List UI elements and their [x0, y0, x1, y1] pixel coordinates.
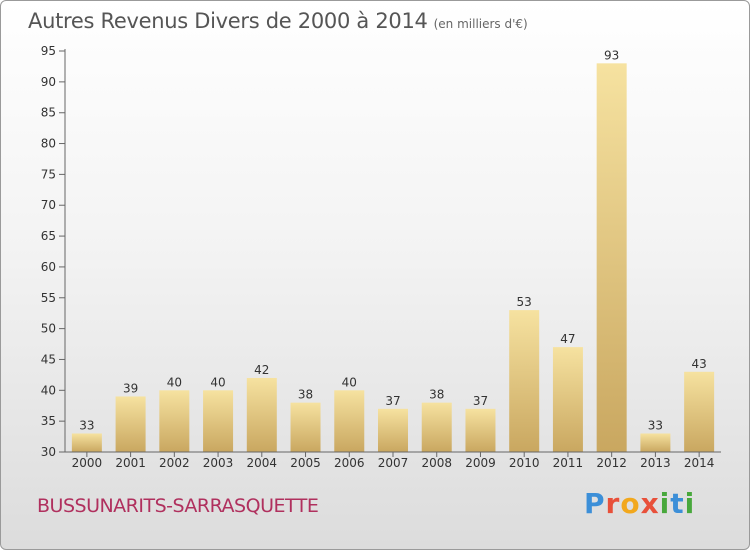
y-tick-label: 70 [41, 198, 56, 212]
data-label: 33 [648, 418, 663, 432]
bar-2000 [71, 433, 102, 452]
x-tick-label: 2011 [553, 456, 584, 470]
chart-title: Autres Revenus Divers de 2000 à 2014 (en … [28, 9, 528, 33]
proxiti-logo: Proxiti [584, 487, 695, 520]
logo-letter: i [659, 487, 671, 520]
data-label: 53 [517, 295, 532, 309]
data-label: 43 [691, 357, 706, 371]
y-tick-label: 90 [41, 75, 56, 89]
data-label: 37 [385, 394, 400, 408]
bar-2001 [115, 396, 146, 452]
x-tick-label: 2009 [465, 456, 496, 470]
x-tick-label: 2007 [378, 456, 409, 470]
data-label: 38 [298, 388, 313, 402]
x-tick-label: 2002 [159, 456, 190, 470]
chart-subtitle: (en milliers d'€) [433, 17, 528, 31]
y-tick-label: 85 [41, 106, 56, 120]
y-tick-label: 95 [41, 44, 56, 58]
bar-2006 [334, 390, 365, 452]
bar-2013 [640, 433, 671, 452]
logo-letter: t [670, 487, 685, 520]
bar-2005 [290, 402, 321, 452]
y-tick-label: 60 [41, 260, 56, 274]
y-tick-label: 65 [41, 229, 56, 243]
x-tick-label: 2006 [334, 456, 365, 470]
y-tick-label: 75 [41, 167, 56, 181]
y-tick-label: 30 [41, 445, 56, 459]
y-tick-label: 55 [41, 291, 56, 305]
x-tick-label: 2005 [290, 456, 321, 470]
bar-2014 [684, 371, 715, 452]
data-label: 40 [167, 375, 182, 389]
y-tick-label: 50 [41, 322, 56, 336]
data-label: 37 [473, 394, 488, 408]
data-label: 40 [210, 375, 225, 389]
bar-2008 [421, 402, 452, 452]
axes: 30 35 40 45 50 55 60 65 70 75 80 85 90 95 2000 2001 2002… [41, 44, 721, 470]
bar-2003 [203, 390, 234, 452]
data-label: 93 [604, 48, 619, 62]
x-tick-label: 2003 [203, 456, 234, 470]
data-label: 47 [560, 332, 575, 346]
bar-2004 [246, 377, 277, 452]
x-tick-label: 2014 [684, 456, 715, 470]
y-tick-label: 80 [41, 137, 56, 151]
logo-letter: r [605, 487, 621, 520]
logo-letter: i [684, 487, 696, 520]
data-label: 38 [429, 388, 444, 402]
bars-layer: 33 39 40 40 42 38 40 37 38 37 53 47 93 33 43 [71, 48, 715, 452]
x-tick-label: 2004 [247, 456, 278, 470]
x-tick-label: 2013 [640, 456, 671, 470]
commune-name: BUSSUNARITS-SARRASQUETTE [37, 495, 319, 517]
x-tick-label: 2010 [509, 456, 540, 470]
data-label: 40 [342, 375, 357, 389]
y-tick-label: 40 [41, 383, 56, 397]
bar-2007 [378, 408, 408, 452]
chart-title-text: Autres Revenus Divers de 2000 à 2014 [28, 9, 428, 33]
logo-letter: x [640, 487, 660, 520]
bar-2010 [509, 310, 540, 452]
logo-letter: o [620, 487, 641, 520]
data-label: 39 [123, 381, 138, 395]
x-tick-label: 2012 [596, 456, 627, 470]
y-tick-label: 45 [41, 352, 56, 366]
y-tick-label: 35 [41, 414, 56, 428]
bar-2011 [552, 347, 583, 452]
bar-2012 [596, 63, 627, 452]
x-tick-label: 2000 [72, 456, 103, 470]
data-label: 33 [79, 418, 94, 432]
x-tick-label: 2008 [421, 456, 452, 470]
bar-2009 [465, 408, 496, 452]
data-label: 42 [254, 363, 269, 377]
bar-2002 [159, 390, 190, 452]
x-tick-label: 2001 [115, 456, 146, 470]
logo-letter: P [584, 487, 606, 520]
